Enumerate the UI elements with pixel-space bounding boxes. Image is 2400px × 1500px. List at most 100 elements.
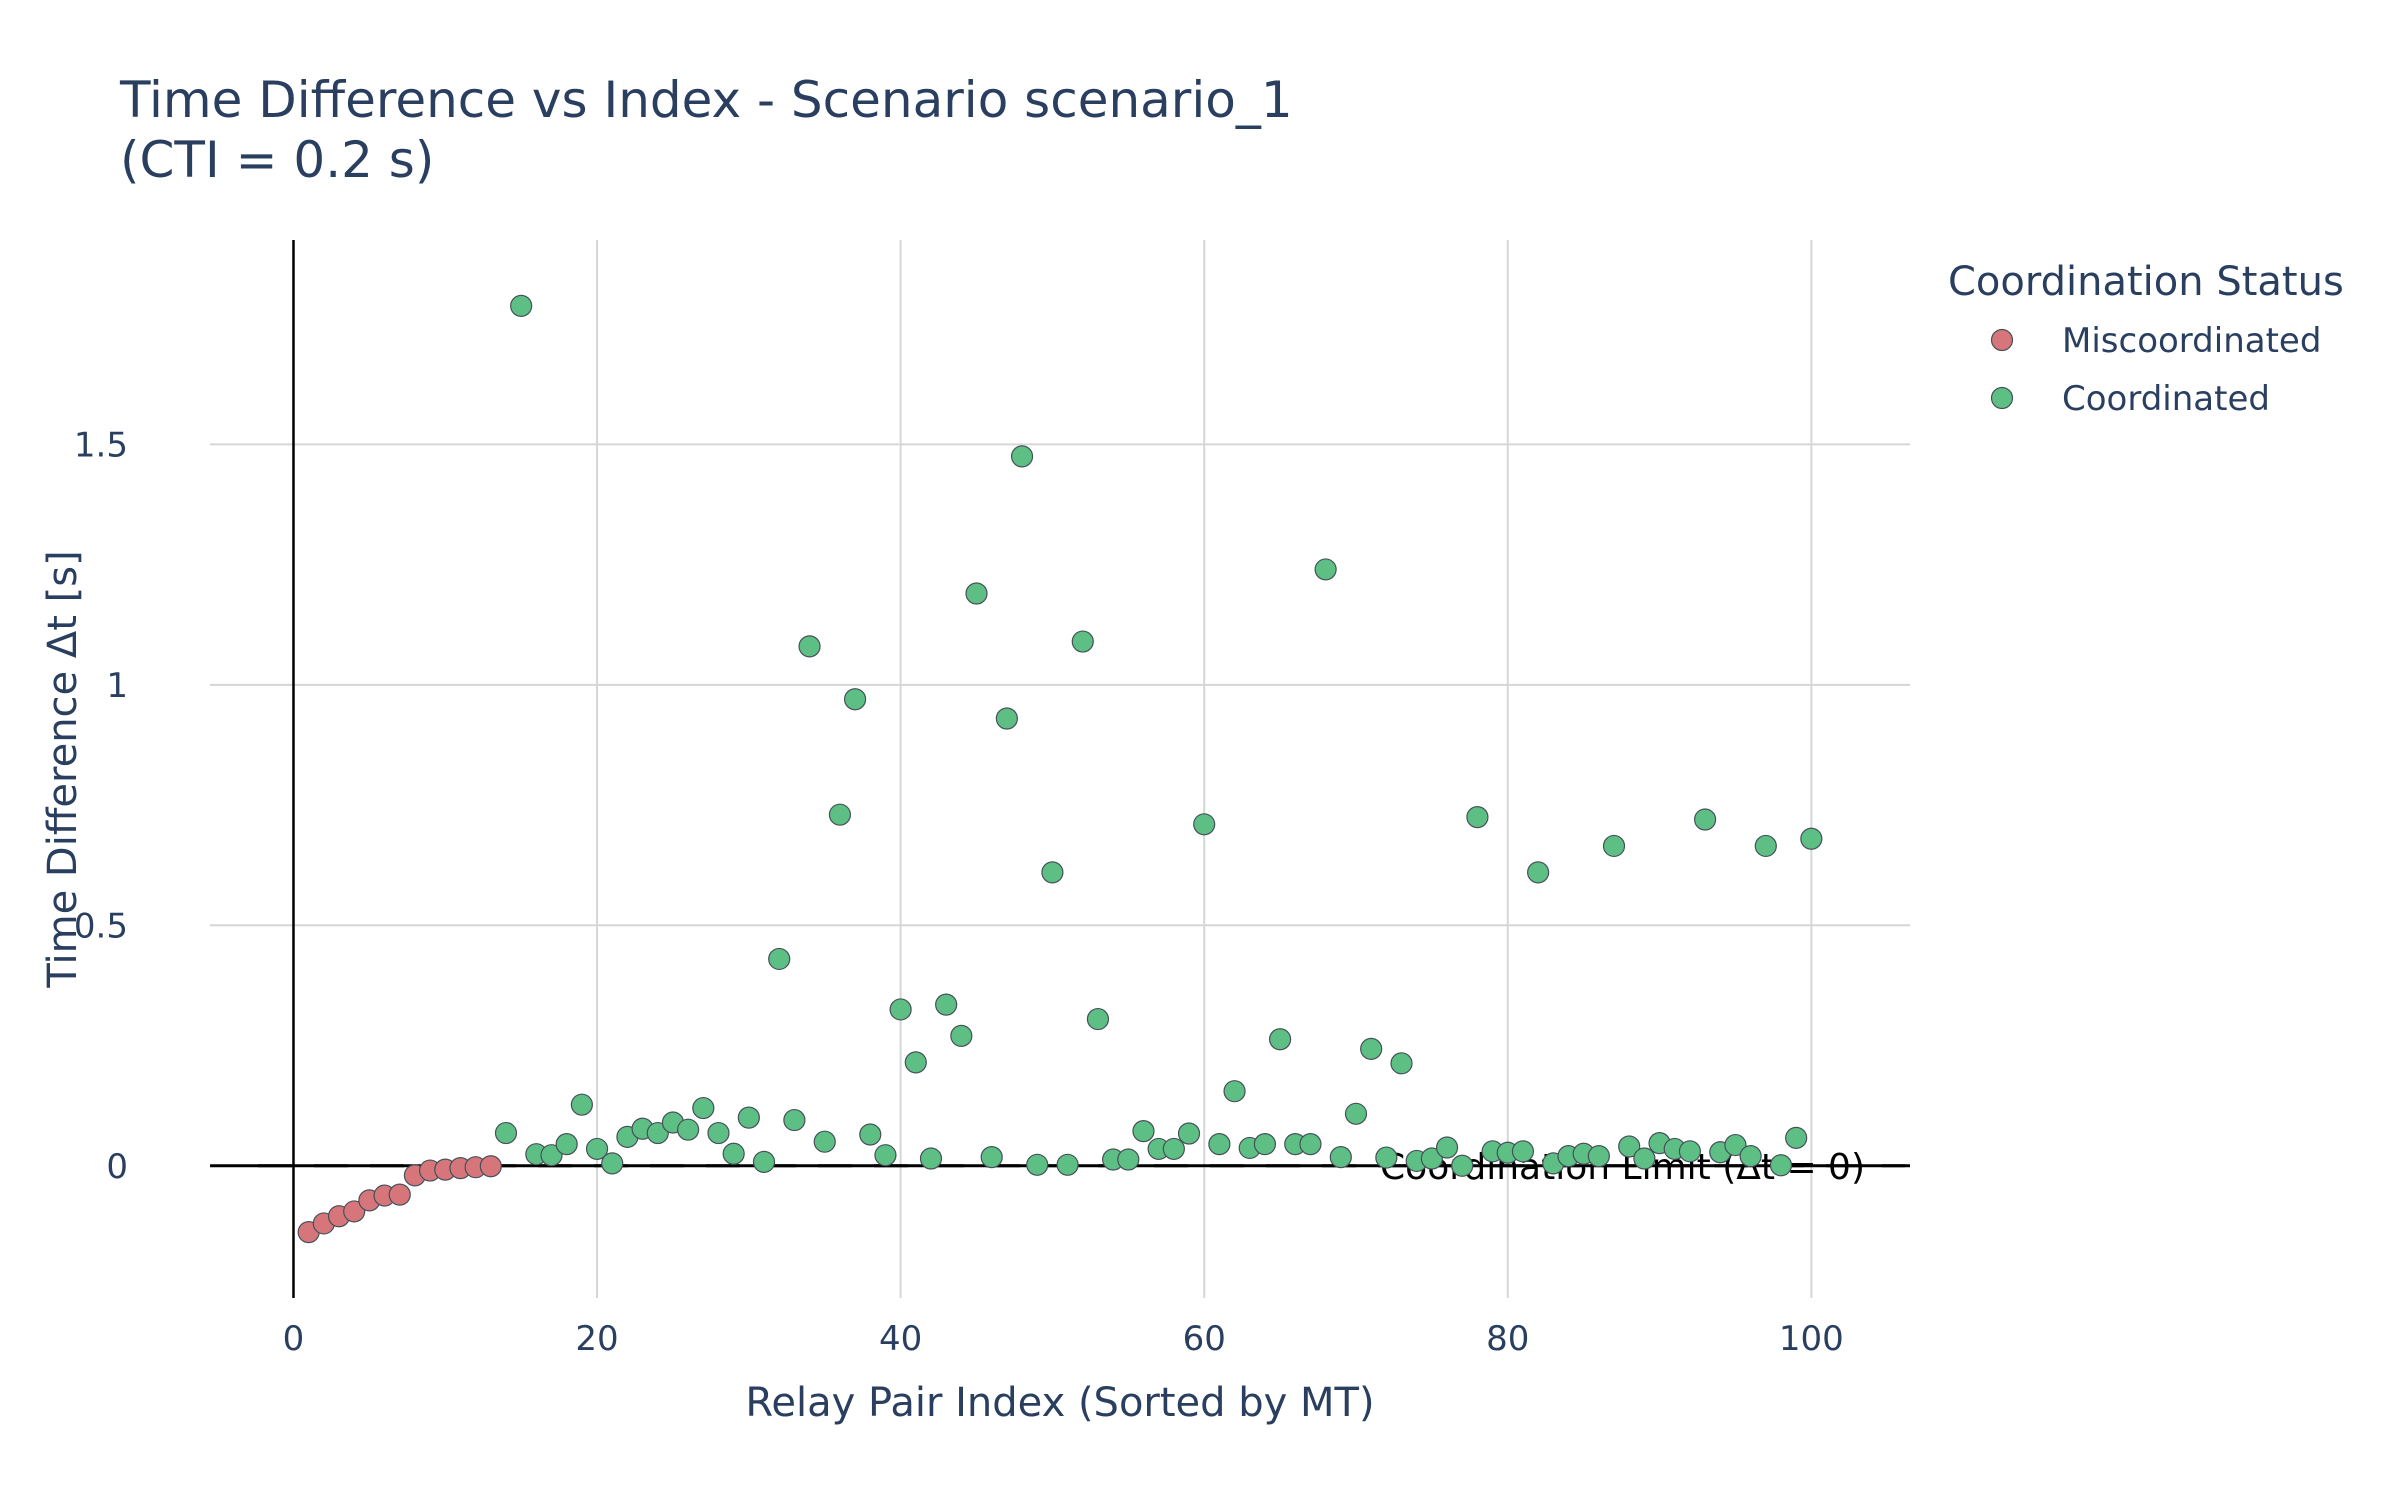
coordinated-point	[1299, 1133, 1322, 1156]
y-tick-label: 0	[106, 1147, 128, 1187]
y-tick-label: 0.5	[74, 906, 128, 946]
coordinated-point	[1010, 445, 1034, 468]
x-tick-label: 100	[1779, 1319, 1844, 1359]
coordinated-point	[1329, 1145, 1352, 1169]
coordinated-point	[722, 1142, 745, 1165]
coordinated-point	[1344, 1102, 1368, 1125]
coordinated-point	[677, 1118, 700, 1141]
coordinated-point	[1739, 1145, 1762, 1168]
coordinated-point	[965, 582, 988, 605]
coordinated-point	[798, 635, 821, 658]
coordinated-point	[1086, 1007, 1110, 1031]
coordinated-point	[1071, 630, 1094, 653]
coordinated-point	[995, 707, 1018, 730]
data-points	[297, 294, 1823, 1244]
coordinated-point	[768, 947, 791, 971]
coordinated-point	[935, 993, 958, 1016]
x-tick-label: 20	[575, 1319, 618, 1359]
coordinated-point	[1132, 1120, 1155, 1143]
coordinated-point	[828, 803, 852, 826]
y-axis-title: Time Difference Δt [s]	[40, 550, 86, 988]
coordinated-point	[1375, 1146, 1398, 1169]
chart-title-line1: Time Difference vs Index - Scenario scen…	[120, 71, 1293, 129]
coordinated-point	[692, 1096, 715, 1120]
coordinated-point	[904, 1051, 927, 1074]
miscoordinated-point	[388, 1183, 411, 1206]
miscoordinated-point	[479, 1155, 502, 1178]
x-tick-label: 60	[1183, 1319, 1226, 1359]
coordinated-point	[1253, 1133, 1277, 1156]
coordinated-point	[874, 1144, 897, 1167]
coordinated-point	[1223, 1080, 1246, 1103]
x-tick-label: 0	[283, 1319, 305, 1359]
coordinated-point	[510, 294, 533, 317]
coordinated-point	[1193, 813, 1216, 836]
coordinated-point	[843, 688, 867, 711]
coordinated-point	[1117, 1148, 1140, 1171]
coordinated-point	[1360, 1037, 1383, 1060]
coordinated-point	[1693, 808, 1717, 831]
coordinated-point	[783, 1108, 806, 1132]
x-tick-label: 80	[1486, 1319, 1529, 1359]
y-tick-label: 1	[106, 666, 128, 706]
coordinated-point	[1177, 1122, 1201, 1145]
coordinated-point	[919, 1147, 943, 1170]
miscoordinated-point	[343, 1200, 366, 1223]
coordinated-point	[646, 1121, 669, 1145]
grid	[210, 240, 1910, 1298]
coordinated-point	[1633, 1147, 1656, 1170]
coordinated-point	[1162, 1137, 1185, 1161]
coordinated-point	[1769, 1154, 1793, 1177]
coordinated-point	[494, 1121, 518, 1145]
coordinated-point	[1527, 861, 1550, 884]
coordinated-point	[585, 1137, 609, 1161]
coordinated-point	[1602, 834, 1626, 858]
coordinated-point	[889, 998, 912, 1021]
x-tick-label: 40	[879, 1319, 922, 1359]
coordinated-point	[1451, 1154, 1474, 1177]
coordinated-point	[601, 1152, 624, 1175]
coordinated-point	[1724, 1133, 1747, 1157]
coordinated-point	[1587, 1145, 1610, 1168]
legend-title: Coordination Status	[1948, 259, 2344, 305]
coordinated-point	[1420, 1147, 1443, 1170]
coordinated-point	[859, 1123, 882, 1146]
coordinated-point	[1208, 1133, 1231, 1156]
legend[interactable]: Coordination Status Miscoordinated Coordi…	[1948, 259, 2344, 419]
coordinated-point	[737, 1106, 760, 1129]
x-axis-ticks: 0 20 40 60 80 100	[283, 1319, 1844, 1359]
coordinated-point	[1041, 861, 1064, 884]
coordinated-point	[1678, 1140, 1702, 1163]
legend-marker	[1990, 328, 2014, 352]
coordinated-point	[1618, 1135, 1641, 1158]
coordinated-point	[1511, 1140, 1535, 1163]
coordinated-point	[1026, 1153, 1049, 1176]
coordinated-point	[1466, 805, 1489, 829]
coordinated-point	[1314, 558, 1337, 581]
coordinated-point	[813, 1130, 836, 1153]
coordinated-point	[1785, 1126, 1808, 1149]
y-tick-label: 1.5	[74, 425, 128, 465]
coordinated-point	[1268, 1028, 1292, 1051]
legend-marker	[1990, 386, 2014, 410]
legend-label: Miscoordinated	[2062, 321, 2321, 361]
x-axis-title: Relay Pair Index (Sorted by MT)	[745, 1380, 1374, 1426]
chart-title-line2: (CTI = 0.2 s)	[120, 131, 435, 189]
chart-title: Time Difference vs Index - Scenario scen…	[120, 70, 1293, 190]
coordinated-point	[1390, 1052, 1413, 1075]
legend-label: Coordinated	[2062, 379, 2270, 419]
coordinated-point	[950, 1024, 973, 1048]
coordinated-point	[1056, 1153, 1079, 1176]
coordinated-point	[570, 1093, 593, 1116]
coordinated-point	[1435, 1136, 1459, 1159]
coordinated-point	[707, 1121, 730, 1145]
coordinated-point	[752, 1150, 776, 1174]
legend-item-miscoordinated[interactable]: Miscoordinated	[1990, 321, 2322, 361]
coordinated-point	[1800, 827, 1823, 850]
coordinated-point	[980, 1145, 1003, 1169]
legend-item-coordinated[interactable]: Coordinated	[1990, 379, 2270, 419]
coordinated-point	[555, 1133, 578, 1156]
y-axis-ticks: 0 0.5 1 1.5	[74, 425, 128, 1186]
coordinated-point	[1754, 834, 1777, 858]
